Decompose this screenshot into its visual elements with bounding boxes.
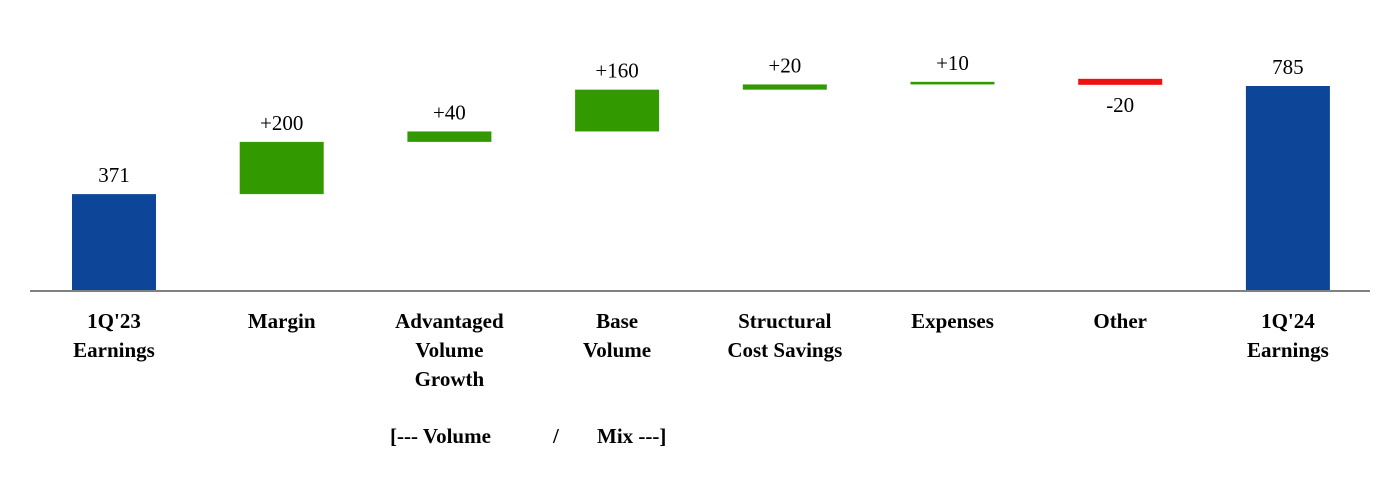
- category-label-line: Advantaged: [395, 309, 504, 333]
- bar-2: [407, 131, 492, 142]
- value-labels-layer: 371 +200 +40 +160 +20 +10 -20 785: [98, 51, 1303, 187]
- category-label-line: Margin: [248, 309, 316, 333]
- category-label-line: Growth: [415, 367, 485, 391]
- group-annotation-right: Mix ---]: [597, 424, 666, 448]
- group-annotation-left: [--- Volume: [390, 424, 491, 448]
- category-label-4: Structural Cost Savings: [727, 309, 842, 362]
- volume-mix-annotation: [--- Volume / Mix ---]: [390, 424, 666, 448]
- value-label-1: +200: [260, 111, 303, 135]
- category-label-line: Other: [1093, 309, 1147, 333]
- category-label-line: Expenses: [911, 309, 994, 333]
- category-label-line: Earnings: [73, 338, 155, 362]
- bars-layer: [72, 78, 1330, 291]
- value-label-7: 785: [1272, 55, 1304, 79]
- bar-6: [1078, 78, 1163, 85]
- category-label-line: 1Q'24: [1261, 309, 1315, 333]
- category-label-1: Margin: [248, 309, 316, 333]
- category-label-line: 1Q'23: [87, 309, 141, 333]
- category-label-7: 1Q'24 Earnings: [1247, 309, 1329, 362]
- category-label-line: Earnings: [1247, 338, 1329, 362]
- bar-7: [1245, 86, 1330, 291]
- bar-4: [742, 84, 827, 90]
- group-annotation-separator: /: [552, 424, 560, 448]
- value-label-4: +20: [768, 53, 801, 77]
- category-label-line: Base: [596, 309, 638, 333]
- category-label-line: Structural: [738, 309, 831, 333]
- category-label-6: Other: [1093, 309, 1147, 333]
- category-label-0: 1Q'23 Earnings: [73, 309, 155, 362]
- category-label-line: Volume: [583, 338, 651, 362]
- category-labels-layer: 1Q'23 Earnings Margin Advantaged Volume Growt…: [73, 309, 1329, 391]
- bar-5: [910, 81, 995, 85]
- value-label-0: 371: [98, 163, 130, 187]
- bar-1: [239, 141, 324, 195]
- bar-3: [575, 89, 660, 132]
- category-label-line: Cost Savings: [727, 338, 842, 362]
- value-label-6: -20: [1106, 93, 1134, 117]
- value-label-5: +10: [936, 51, 969, 75]
- value-label-3: +160: [595, 59, 638, 83]
- category-label-2: Advantaged Volume Growth: [395, 309, 504, 391]
- category-label-3: Base Volume: [583, 309, 651, 362]
- category-label-line: Volume: [415, 338, 483, 362]
- value-label-2: +40: [433, 100, 466, 124]
- category-label-5: Expenses: [911, 309, 994, 333]
- bar-0: [72, 194, 156, 291]
